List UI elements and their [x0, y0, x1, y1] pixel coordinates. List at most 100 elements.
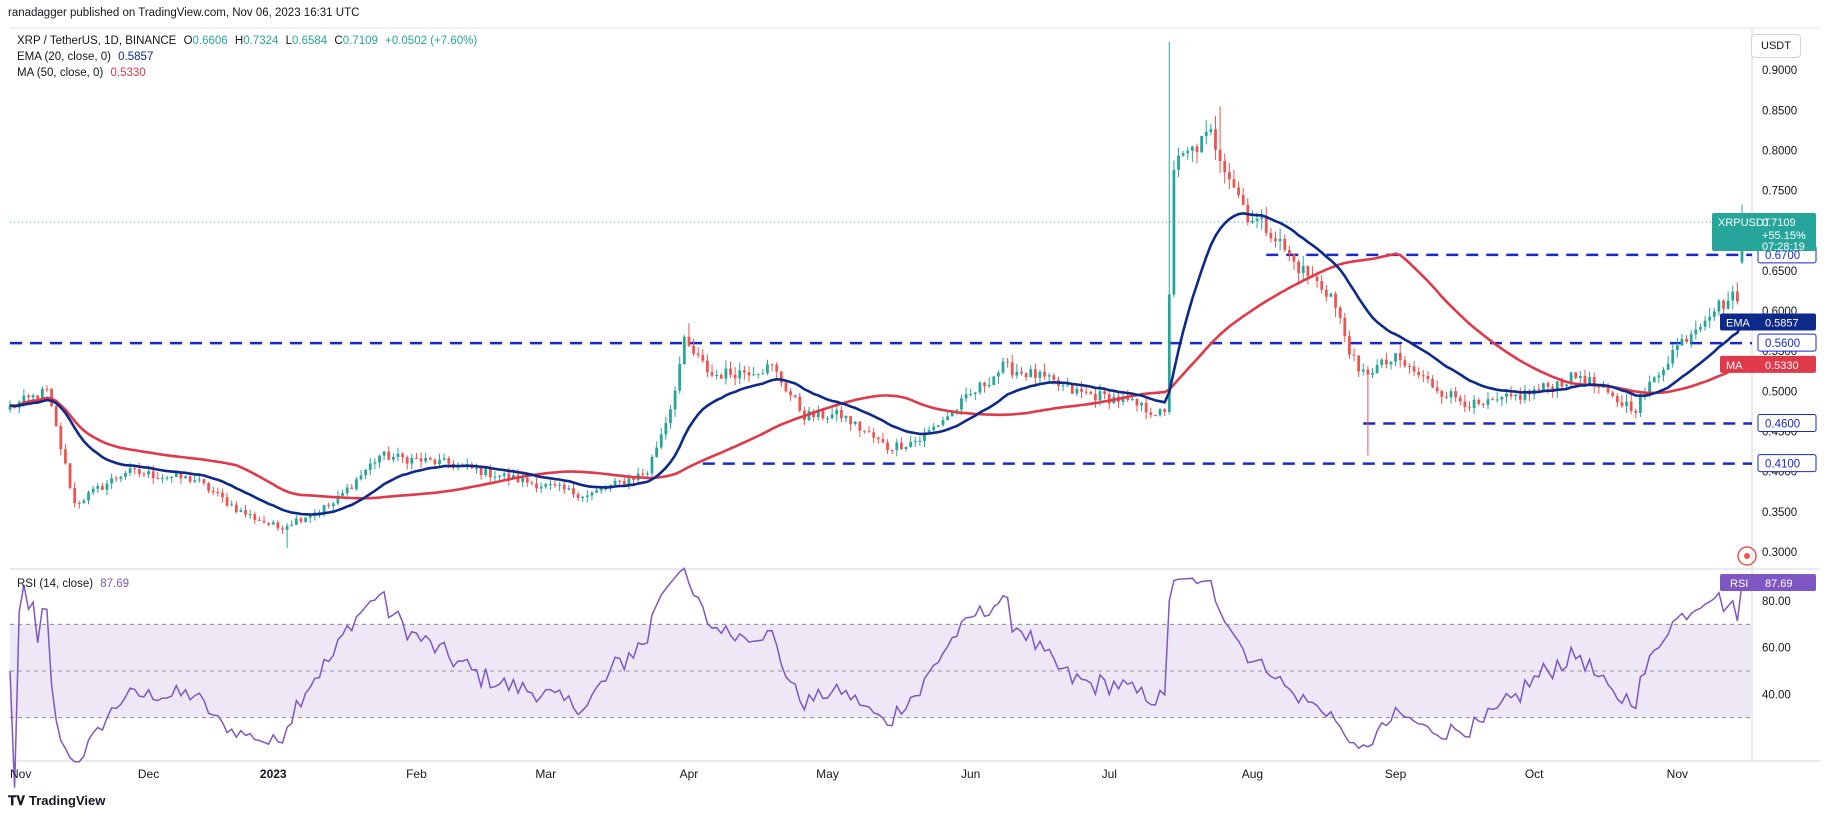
time-tick-label: Sep	[1385, 767, 1407, 781]
candle-body	[1518, 394, 1522, 400]
candle-body	[946, 416, 949, 421]
candle-body	[336, 495, 340, 504]
symbol-line: XRP / TetherUS, 1D, BINANCE	[17, 35, 177, 47]
tradingview-brand[interactable]: 𝐓𝐕 TradingView	[8, 793, 105, 809]
candle-body	[1130, 398, 1134, 400]
candle-body	[710, 372, 714, 376]
candle-body	[82, 500, 86, 504]
candle-body	[304, 517, 307, 522]
candle-body	[87, 492, 90, 501]
candle-body	[1500, 396, 1504, 400]
currency-button[interactable]: USDT	[1751, 34, 1801, 58]
candle-body	[904, 446, 908, 450]
candle-body	[590, 492, 594, 496]
candle-body	[1232, 179, 1236, 188]
ema-legend[interactable]: EMA (20, close, 0) 0.5857	[17, 51, 153, 63]
candle-body	[1389, 361, 1393, 365]
candle-body	[1648, 381, 1652, 395]
candle-body	[553, 484, 557, 486]
candle-body	[64, 449, 67, 464]
candle-body	[105, 483, 109, 490]
candle-body	[1255, 218, 1259, 221]
candle-body	[655, 447, 658, 457]
candle-body	[719, 374, 723, 379]
candle-body	[1380, 359, 1384, 366]
candle-body	[1735, 291, 1739, 302]
ma-tag-value: 0.5330	[1765, 360, 1799, 372]
time-tick-label: Feb	[406, 767, 427, 781]
candle-body	[1634, 410, 1638, 413]
candle-body	[1602, 386, 1605, 388]
candle-body	[230, 504, 234, 506]
candle-body	[1708, 316, 1712, 321]
candle-body	[1445, 396, 1448, 398]
candle-body	[1458, 397, 1462, 402]
candle-body	[1588, 376, 1591, 385]
candle-body	[572, 488, 575, 495]
event-marker-dot	[1744, 553, 1750, 559]
candle-body	[1371, 373, 1374, 375]
time-tick-label: Dec	[138, 767, 159, 781]
candle-body	[756, 373, 760, 375]
candle-body	[886, 442, 889, 450]
candle-body	[1306, 266, 1310, 276]
candle-body	[1639, 396, 1642, 413]
ohlc-c-label: C	[334, 35, 343, 47]
candle-body	[1417, 371, 1421, 376]
candle-body	[1486, 399, 1490, 406]
candle-body	[1301, 266, 1305, 273]
candle-body	[1218, 149, 1222, 162]
candle-body	[997, 372, 1000, 377]
candle-body	[1195, 146, 1199, 153]
candle-body	[1135, 398, 1139, 406]
candle-body	[664, 423, 668, 435]
candle-body	[364, 469, 368, 476]
candle-body	[1583, 375, 1587, 385]
candle-body	[1343, 317, 1347, 337]
candle-body	[839, 410, 843, 419]
tradingview-logo-icon: 𝐓𝐕	[8, 793, 25, 808]
candle-body	[913, 441, 917, 443]
candle-body	[872, 432, 876, 438]
rsi-legend[interactable]: RSI (14, close) 87.69	[17, 578, 129, 590]
candle-body	[659, 434, 663, 448]
candle-body	[1292, 254, 1296, 262]
time-tick-label: Nov	[1667, 767, 1688, 781]
candle-body	[73, 487, 77, 504]
candle-body	[1703, 320, 1707, 327]
candle-body	[821, 409, 825, 419]
candle-body	[1495, 399, 1499, 401]
ma-legend[interactable]: MA (50, close, 0) 0.5330	[17, 67, 146, 79]
candle-body	[1468, 407, 1471, 409]
candle-body	[1597, 386, 1601, 388]
candle-body	[853, 421, 857, 425]
candle-body	[1320, 281, 1324, 290]
candle-body	[1066, 384, 1070, 386]
candle-body	[1680, 338, 1684, 346]
candle-body	[1449, 391, 1453, 398]
candle-body	[895, 442, 899, 451]
candle-body	[738, 370, 742, 379]
candle-body	[285, 525, 289, 530]
candle-body	[1671, 349, 1675, 364]
candle-body	[1352, 354, 1356, 356]
candle-body	[1033, 369, 1037, 378]
candle-body	[100, 486, 104, 490]
candle-body	[507, 473, 511, 480]
candle-body	[622, 481, 626, 485]
candle-body	[715, 374, 719, 376]
candle-body	[918, 440, 922, 442]
candle-body	[1052, 375, 1056, 380]
candle-body	[599, 488, 603, 491]
ohlc-close: 0.7109	[342, 35, 378, 47]
candle-body	[682, 336, 686, 365]
candle-body	[1177, 155, 1180, 170]
candle-body	[128, 468, 132, 473]
candle-body	[1491, 399, 1494, 401]
price-tick-label: 0.9000	[1762, 65, 1797, 77]
candle-body	[1251, 220, 1254, 223]
candle-body	[382, 451, 386, 456]
candle-body	[1652, 377, 1656, 382]
candle-body	[576, 494, 580, 499]
